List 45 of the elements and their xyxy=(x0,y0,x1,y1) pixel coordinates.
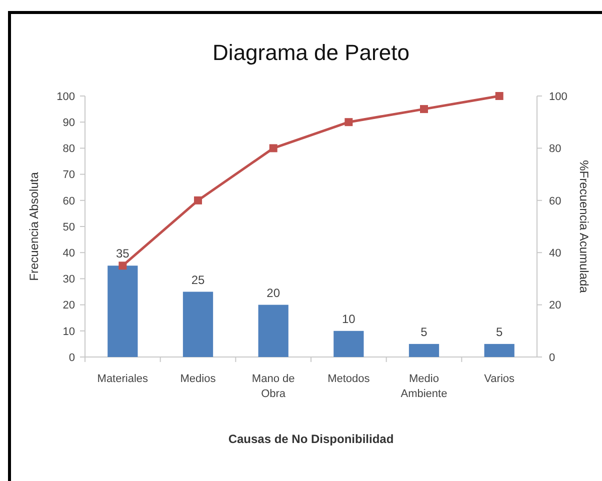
x-tick-label: Metodos xyxy=(328,373,370,385)
y2-tick-label: 20 xyxy=(549,300,562,312)
y2-axis-title: %Frecuencia Acumulada xyxy=(577,160,591,294)
x-axis-title: Causas de No Disponibilidad xyxy=(228,432,394,446)
point xyxy=(269,144,278,152)
y-tick-label: 90 xyxy=(62,116,75,129)
bar xyxy=(182,292,214,357)
point xyxy=(344,118,353,126)
point xyxy=(495,92,504,100)
y-tick-label: 70 xyxy=(62,169,75,182)
bar xyxy=(484,344,514,357)
x-tick-label: Materiales xyxy=(97,373,149,385)
y-tick-label: 30 xyxy=(62,274,75,286)
bar xyxy=(408,344,440,357)
bar xyxy=(258,304,288,357)
y-tick-label: 60 xyxy=(62,195,75,208)
y-tick-label: 80 xyxy=(62,143,75,156)
bar xyxy=(334,330,364,357)
bar xyxy=(108,266,138,357)
y2-tick-label: 0 xyxy=(549,352,556,364)
data-label: 20 xyxy=(266,286,280,300)
data-label: 5 xyxy=(496,324,503,339)
y2-tick-label: 80 xyxy=(549,143,562,156)
x-tick-label: Medios xyxy=(180,373,216,385)
y-tick-label: 10 xyxy=(62,326,75,338)
data-label: 25 xyxy=(191,272,205,287)
point xyxy=(118,262,127,270)
point xyxy=(194,196,202,204)
data-label: 5 xyxy=(420,324,428,339)
y2-tick-label: 60 xyxy=(549,195,562,208)
y-tick-label: 20 xyxy=(62,300,75,312)
y-tick-label: 0 xyxy=(68,352,75,364)
chart-title: Diagrama de Pareto xyxy=(212,40,410,65)
y-tick-label: 50 xyxy=(62,221,75,234)
x-tick-label: Mano de Obra xyxy=(252,373,295,400)
x-tick-label: Varios xyxy=(484,373,516,385)
y-axis-title: Frecuencia Absoluta xyxy=(27,172,41,281)
y-tick-label: 100 xyxy=(56,90,75,103)
data-label: 10 xyxy=(342,312,356,326)
y2-tick-label: 40 xyxy=(549,247,562,260)
data-label: 35 xyxy=(116,246,130,261)
point xyxy=(420,105,428,114)
x-tick-label: Medio Ambiente xyxy=(400,373,448,400)
y-tick-label: 40 xyxy=(62,247,75,260)
y2-tick-label: 100 xyxy=(549,90,568,103)
